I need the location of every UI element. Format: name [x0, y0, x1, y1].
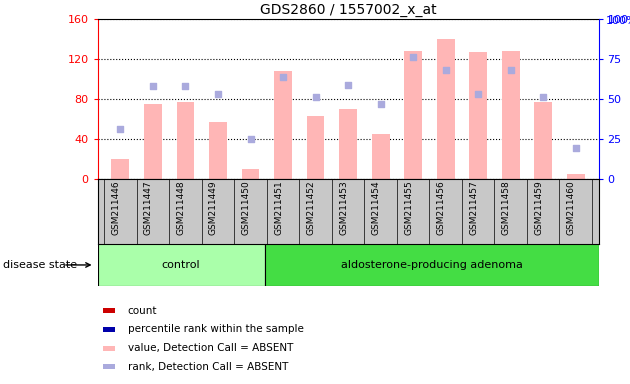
Text: GSM211454: GSM211454	[372, 180, 381, 235]
Bar	[339, 109, 357, 179]
Point	[213, 91, 223, 97]
Bar	[209, 122, 227, 179]
Point	[148, 83, 158, 89]
Point	[246, 136, 256, 142]
Point	[343, 81, 353, 88]
Text: GSM211449: GSM211449	[209, 180, 218, 235]
Bar	[534, 102, 552, 179]
Bar	[265, 244, 598, 286]
Bar	[307, 116, 324, 179]
Text: GSM211448: GSM211448	[176, 180, 185, 235]
Bar	[567, 174, 585, 179]
Bar	[437, 39, 455, 179]
Bar	[103, 346, 115, 351]
Bar	[176, 102, 195, 179]
Title: GDS2860 / 1557002_x_at: GDS2860 / 1557002_x_at	[260, 3, 437, 17]
Text: GSM211450: GSM211450	[241, 180, 251, 235]
Text: percentile rank within the sample: percentile rank within the sample	[128, 324, 304, 334]
Bar	[469, 52, 487, 179]
Bar	[241, 169, 260, 179]
Point	[115, 126, 125, 132]
Text: GSM211447: GSM211447	[144, 180, 153, 235]
Bar	[103, 327, 115, 332]
Text: GSM211453: GSM211453	[339, 180, 348, 235]
Point	[375, 101, 386, 107]
Text: GSM211457: GSM211457	[469, 180, 478, 235]
Point	[506, 67, 516, 73]
Point	[278, 73, 288, 79]
Point	[538, 94, 548, 100]
Text: count: count	[128, 306, 158, 316]
Bar	[404, 51, 422, 179]
Point	[180, 83, 190, 89]
Text: disease state: disease state	[3, 260, 77, 270]
Text: aldosterone-producing adenoma: aldosterone-producing adenoma	[341, 260, 522, 270]
Bar	[372, 134, 389, 179]
Text: rank, Detection Call = ABSENT: rank, Detection Call = ABSENT	[128, 362, 288, 372]
Bar	[112, 159, 129, 179]
Text: GSM211456: GSM211456	[437, 180, 445, 235]
Point	[440, 67, 450, 73]
Text: GSM211460: GSM211460	[567, 180, 576, 235]
Point	[408, 55, 418, 61]
Point	[571, 145, 581, 151]
Bar	[274, 71, 292, 179]
Text: value, Detection Call = ABSENT: value, Detection Call = ABSENT	[128, 343, 293, 353]
Text: control: control	[162, 260, 200, 270]
Bar	[501, 51, 520, 179]
Bar	[144, 104, 162, 179]
Bar	[103, 364, 115, 369]
Text: GSM211458: GSM211458	[501, 180, 511, 235]
Bar	[103, 308, 115, 313]
Text: GSM211455: GSM211455	[404, 180, 413, 235]
Bar	[98, 244, 265, 286]
Text: GSM211451: GSM211451	[274, 180, 283, 235]
Text: GSM211459: GSM211459	[534, 180, 543, 235]
Point	[473, 91, 483, 97]
Text: 100%: 100%	[605, 17, 630, 26]
Text: GSM211446: GSM211446	[112, 180, 120, 235]
Text: GSM211452: GSM211452	[307, 180, 316, 235]
Point	[311, 94, 321, 100]
